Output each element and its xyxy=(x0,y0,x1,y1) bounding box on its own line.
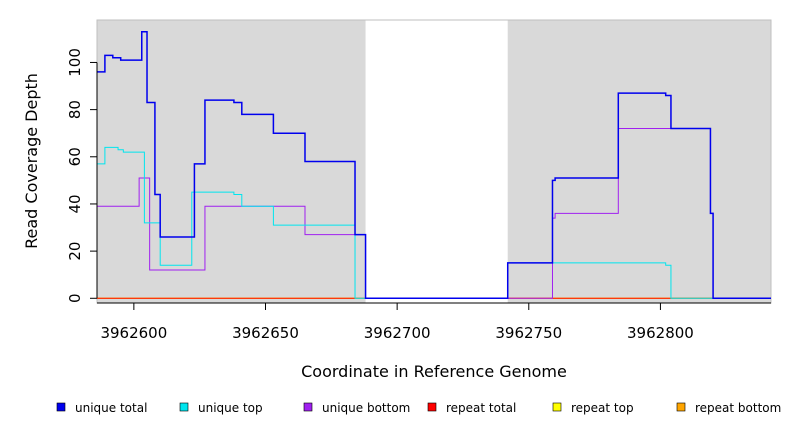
x-tick-label: 3962750 xyxy=(495,324,562,342)
y-tick-label: 40 xyxy=(66,194,84,213)
legend-label: unique bottom xyxy=(322,401,410,415)
legend-swatch-unique-top xyxy=(179,402,189,412)
series-line-unique-total xyxy=(97,31,771,300)
legend-label: repeat bottom xyxy=(695,401,781,415)
x-tick-label: 3962700 xyxy=(364,324,431,342)
legend-swatch-repeat-top xyxy=(552,402,562,412)
shaded-region-2 xyxy=(507,20,771,303)
legend-swatch-unique-total xyxy=(56,402,66,412)
legend-label: repeat total xyxy=(446,401,516,415)
legend-swatch-repeat-total xyxy=(427,402,437,412)
legend-swatch-repeat-bottom xyxy=(676,402,686,412)
legend-label: repeat top xyxy=(571,401,634,415)
legend-label: unique total xyxy=(75,401,147,415)
y-tick-label: 100 xyxy=(66,48,84,77)
series-line-unique-top xyxy=(97,146,771,299)
y-tick-label: 0 xyxy=(66,294,84,304)
x-tick-label: 3962650 xyxy=(232,324,299,342)
y-tick-label: 80 xyxy=(66,100,84,119)
legend-label: unique top xyxy=(198,401,263,415)
legend-swatch-unique-bottom xyxy=(303,402,313,412)
x-tick-label: 3962600 xyxy=(100,324,167,342)
x-tick-label: 3962800 xyxy=(627,324,694,342)
y-tick-label: 20 xyxy=(66,242,84,261)
y-axis-title: Read Coverage Depth xyxy=(22,73,41,249)
axes: 3962600 3962650 3962700 3962750 3962800 0 20 40… xyxy=(66,48,771,342)
y-tick-label: 60 xyxy=(66,147,84,166)
x-axis-title: Coordinate in Reference Genome xyxy=(301,362,567,381)
series-lines xyxy=(97,31,771,300)
legend: unique total unique top unique bottom repea… xyxy=(56,401,781,415)
